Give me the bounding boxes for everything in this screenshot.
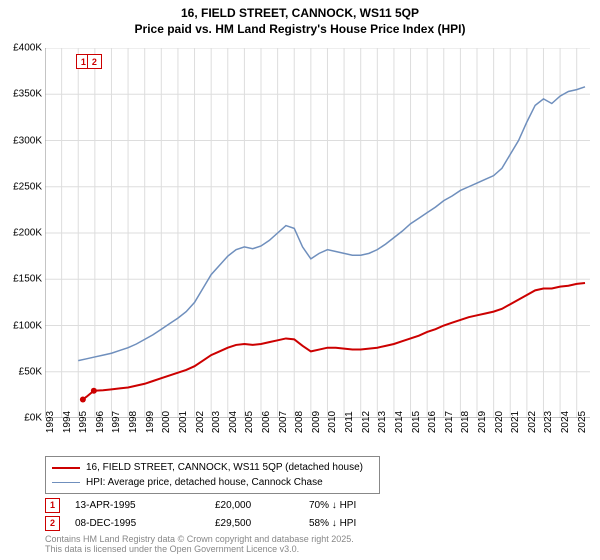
event-table: 1 13-APR-1995£20,00070% ↓ HPI 2 08-DEC-1995… xyxy=(45,496,429,532)
x-tick-label: 2015 xyxy=(411,411,422,433)
plot-svg xyxy=(45,48,590,418)
x-tick-label: 2007 xyxy=(278,411,289,433)
legend: 16, FIELD STREET, CANNOCK, WS11 5QP (det… xyxy=(45,456,380,494)
x-tick-label: 2016 xyxy=(427,411,438,433)
x-tick-label: 2025 xyxy=(577,411,588,433)
x-tick-label: 1994 xyxy=(62,411,73,433)
x-tick-label: 2011 xyxy=(344,411,355,433)
x-tick-label: 1997 xyxy=(111,411,122,433)
y-tick-label: £50K xyxy=(0,366,42,377)
legend-swatch xyxy=(52,467,80,469)
event-price: £20,000 xyxy=(215,500,309,511)
event-delta: 70% ↓ HPI xyxy=(309,500,429,511)
chart-title: 16, FIELD STREET, CANNOCK, WS11 5QP Pric… xyxy=(0,0,600,37)
x-tick-label: 2018 xyxy=(460,411,471,433)
event-num-box: 2 xyxy=(45,516,60,531)
event-price: £29,500 xyxy=(215,518,309,529)
x-tick-label: 2023 xyxy=(543,411,554,433)
event-delta: 58% ↓ HPI xyxy=(309,518,429,529)
x-tick-label: 1999 xyxy=(145,411,156,433)
x-tick-label: 2004 xyxy=(228,411,239,433)
x-tick-label: 1998 xyxy=(128,411,139,433)
x-tick-label: 2005 xyxy=(244,411,255,433)
legend-row: 16, FIELD STREET, CANNOCK, WS11 5QP (det… xyxy=(52,460,373,475)
event-date: 13-APR-1995 xyxy=(75,500,215,511)
x-tick-label: 2001 xyxy=(178,411,189,433)
attribution: Contains HM Land Registry data © Crown c… xyxy=(45,534,354,555)
plot-area xyxy=(45,48,590,418)
x-tick-label: 2008 xyxy=(294,411,305,433)
y-tick-label: £400K xyxy=(0,43,42,54)
event-marker-2: 2 xyxy=(87,54,102,69)
title-line2: Price paid vs. HM Land Registry's House … xyxy=(135,22,466,36)
y-tick-label: £300K xyxy=(0,135,42,146)
x-tick-label: 1996 xyxy=(95,411,106,433)
x-tick-label: 2021 xyxy=(510,411,521,433)
event-date: 08-DEC-1995 xyxy=(75,518,215,529)
x-tick-label: 1995 xyxy=(78,411,89,433)
y-tick-label: £250K xyxy=(0,181,42,192)
attrib-line1: Contains HM Land Registry data © Crown c… xyxy=(45,534,354,544)
y-tick-label: £100K xyxy=(0,320,42,331)
x-tick-label: 2003 xyxy=(211,411,222,433)
y-tick-label: £150K xyxy=(0,274,42,285)
x-tick-label: 1993 xyxy=(45,411,56,433)
x-tick-label: 2009 xyxy=(311,411,322,433)
y-tick-label: £350K xyxy=(0,89,42,100)
legend-label: 16, FIELD STREET, CANNOCK, WS11 5QP (det… xyxy=(86,462,363,473)
y-tick-label: £0K xyxy=(0,413,42,424)
attrib-line2: This data is licensed under the Open Gov… xyxy=(45,544,299,554)
x-tick-label: 2013 xyxy=(377,411,388,433)
x-tick-label: 2017 xyxy=(444,411,455,433)
chart-container: 16, FIELD STREET, CANNOCK, WS11 5QP Pric… xyxy=(0,0,600,560)
x-tick-label: 2000 xyxy=(161,411,172,433)
event-marker-cell: 1 xyxy=(45,498,75,513)
title-line1: 16, FIELD STREET, CANNOCK, WS11 5QP xyxy=(181,6,419,20)
x-tick-label: 2010 xyxy=(327,411,338,433)
x-tick-label: 2006 xyxy=(261,411,272,433)
x-tick-label: 2020 xyxy=(494,411,505,433)
x-tick-label: 2022 xyxy=(527,411,538,433)
x-tick-label: 2014 xyxy=(394,411,405,433)
x-tick-label: 2012 xyxy=(361,411,372,433)
event-marker-cell: 2 xyxy=(45,516,75,531)
x-tick-label: 2019 xyxy=(477,411,488,433)
x-tick-label: 2002 xyxy=(195,411,206,433)
x-tick-label: 2024 xyxy=(560,411,571,433)
y-tick-label: £200K xyxy=(0,228,42,239)
event-row: 2 08-DEC-1995£29,50058% ↓ HPI xyxy=(45,514,429,532)
legend-label: HPI: Average price, detached house, Cann… xyxy=(86,477,323,488)
legend-row: HPI: Average price, detached house, Cann… xyxy=(52,475,373,490)
event-row: 1 13-APR-1995£20,00070% ↓ HPI xyxy=(45,496,429,514)
event-num-box: 1 xyxy=(45,498,60,513)
legend-swatch xyxy=(52,482,80,483)
